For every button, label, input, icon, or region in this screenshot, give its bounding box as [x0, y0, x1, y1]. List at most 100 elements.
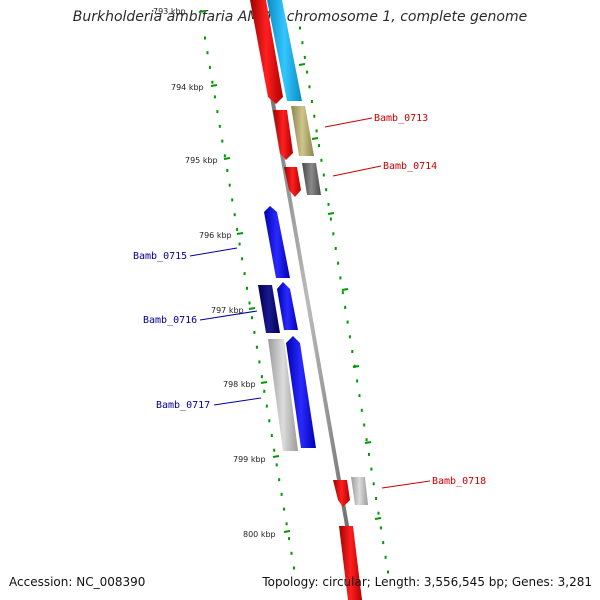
gene-label-bamb-0716[interactable]: Bamb_0716	[143, 315, 197, 326]
strand-dot	[206, 51, 209, 55]
gene-cyan-top[interactable]	[267, 0, 302, 101]
gene-bamb-0717-blue[interactable]	[286, 336, 316, 448]
gene-bamb-0717-gray[interactable]	[268, 339, 298, 451]
strand-dot	[310, 100, 313, 103]
strand-dot	[258, 360, 261, 364]
strand-dot	[358, 394, 361, 398]
strand-dot	[216, 110, 219, 114]
strand-dot	[221, 139, 224, 143]
gene-label-bamb-0713[interactable]: Bamb_0713	[374, 113, 428, 124]
leader-line-0715	[189, 247, 238, 257]
strand-dot	[308, 85, 311, 89]
strand-dot	[226, 169, 229, 172]
strand-dot	[377, 511, 380, 515]
strand-dot	[339, 276, 342, 280]
strand-dot	[238, 242, 241, 246]
strand-dot	[241, 257, 244, 261]
strand-dot	[360, 408, 363, 412]
strand-dot	[351, 350, 354, 353]
genome-summary-text: Topology: circular; Length: 3,556,545 bp…	[262, 575, 592, 589]
strand-dot	[283, 507, 286, 511]
strand-dot	[365, 438, 368, 442]
gene-red-top[interactable]	[250, 0, 283, 104]
strand-dot	[270, 434, 273, 437]
strand-dot	[260, 375, 263, 379]
tick-label-795: 795 kbp	[185, 156, 218, 165]
leader-line-0716	[199, 310, 258, 321]
accession-text: Accession: NC_008390	[9, 575, 146, 589]
tick-mark	[248, 307, 256, 310]
strand-dot	[306, 70, 309, 74]
strand-dot	[325, 188, 328, 192]
strand-dot	[301, 41, 304, 45]
strand-dot	[329, 217, 332, 221]
strand-dot	[223, 154, 226, 158]
gene-bamb-0716-blue[interactable]	[277, 282, 298, 330]
leader-line-0717	[213, 397, 262, 406]
strand-dot	[327, 202, 330, 206]
gene-bamb-0718-red[interactable]	[333, 480, 350, 507]
tick-label-793: 793 kbp	[153, 7, 186, 16]
strand-dot	[372, 482, 375, 486]
strand-dot	[268, 419, 271, 423]
tick-dots-left	[204, 36, 295, 570]
strand-dot	[278, 478, 281, 482]
strand-dot	[379, 526, 382, 530]
gene-bamb-0714-red[interactable]	[284, 167, 301, 197]
strand-dot	[255, 345, 258, 349]
strand-dot	[285, 522, 288, 526]
strand-dot	[213, 95, 216, 99]
strand-dot	[208, 65, 211, 69]
gene-label-bamb-0718[interactable]: Bamb_0718	[432, 476, 486, 487]
strand-dot	[315, 129, 318, 133]
strand-dot	[273, 448, 276, 452]
gene-bamb-0718-gray[interactable]	[351, 477, 368, 505]
map-title: Burkholderia ambifaria AMMD chromosome 1…	[72, 9, 528, 25]
kbp-ticks: 793 kbp 794 kbp 795 kbp 796 kbp 797 kbp …	[153, 7, 291, 539]
gene-bamb-0714-gray[interactable]	[302, 163, 321, 195]
strand-dot	[387, 570, 389, 574]
right-strand-ticks	[298, 63, 382, 520]
leader-line-0718	[381, 480, 431, 489]
tick-mark	[260, 381, 268, 384]
strand-dot	[293, 566, 295, 570]
strand-dot	[246, 286, 248, 290]
strand-dot	[341, 291, 344, 295]
tick-mark	[223, 157, 231, 160]
tick-mark	[272, 455, 280, 458]
strand-dot	[275, 463, 278, 467]
strand-dot	[320, 158, 323, 162]
tick-mark	[198, 10, 206, 13]
leader-line-0713	[324, 117, 373, 128]
gene-label-bamb-0714[interactable]: Bamb_0714	[383, 161, 437, 172]
leader-line-0714	[332, 165, 382, 177]
tick-label-797: 797 kbp	[211, 306, 244, 315]
strand-dot	[322, 173, 325, 177]
tick-mark	[210, 84, 218, 87]
strand-dot	[251, 316, 253, 320]
strand-dot	[313, 114, 316, 118]
tick-label-799: 799 kbp	[233, 455, 266, 464]
strand-dot	[375, 497, 378, 500]
strand-dot	[204, 36, 206, 40]
strand-dot	[288, 537, 291, 541]
strand-dot	[370, 467, 373, 471]
gene-label-bamb-0715[interactable]: Bamb_0715	[133, 251, 187, 262]
strand-dot	[382, 541, 385, 545]
gene-label-bamb-0717[interactable]: Bamb_0717	[156, 400, 210, 411]
gene-red-bottom[interactable]	[339, 526, 362, 600]
strand-dot	[228, 183, 231, 187]
strand-dot	[356, 379, 359, 383]
gene-bamb-0713-olive[interactable]	[291, 106, 314, 156]
tick-label-796: 796 kbp	[199, 231, 232, 240]
strand-dot	[363, 423, 366, 427]
tick-label-794: 794 kbp	[171, 83, 204, 92]
gene-bamb-0716-navy[interactable]	[258, 285, 280, 333]
tick-mark	[236, 232, 244, 235]
strand-dot	[384, 555, 387, 559]
tick-label-800: 800 kbp	[243, 530, 276, 539]
strand-dot	[318, 144, 320, 148]
gene-bamb-0715[interactable]	[264, 206, 290, 278]
gene-bamb-0713-red[interactable]	[273, 110, 293, 160]
